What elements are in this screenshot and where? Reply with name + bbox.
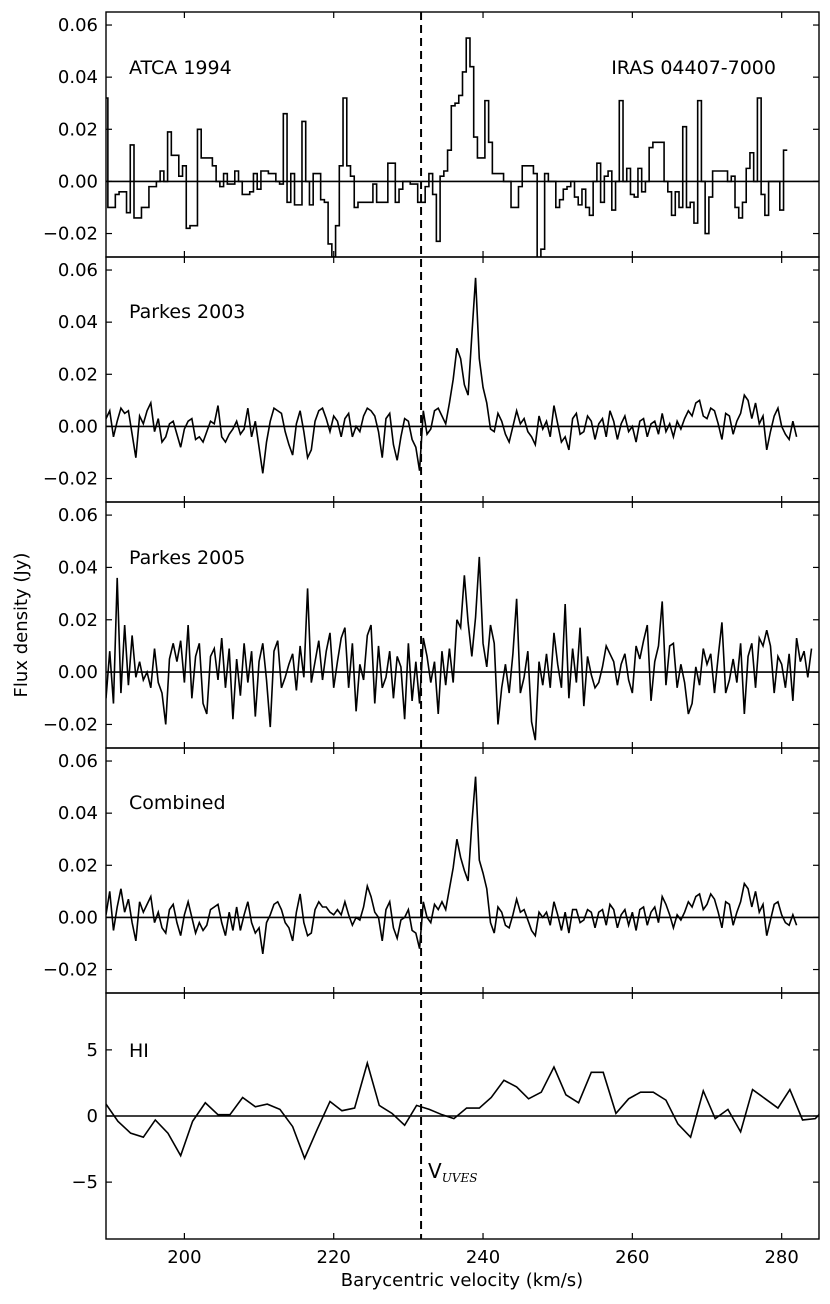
x-tick-label: 280: [764, 1247, 798, 1268]
y-tick-label: 0.02: [58, 610, 98, 631]
panel-label: ATCA 1994: [129, 57, 232, 79]
y-tick-label: −0.02: [43, 960, 98, 981]
y-tick-label: −0.02: [43, 469, 98, 490]
y-tick-label: 0.02: [58, 364, 98, 385]
y-tick-label: 0: [87, 1106, 98, 1127]
y-tick-label: 0.06: [58, 15, 98, 36]
y-tick-label: 0.06: [58, 751, 98, 772]
y-tick-label: 0.00: [58, 662, 98, 683]
x-tick-label: 220: [317, 1247, 351, 1268]
y-tick-label: −0.02: [43, 224, 98, 245]
y-tick-label: 0.04: [58, 67, 98, 88]
panels-group: −0.02 0.00 0.02 0.04 0.06 ATCA 1994 −0.02 0.00 0…: [43, 11, 820, 1268]
panel-5: −5 0 5 200 220 240 260 280 HI: [71, 992, 820, 1268]
x-tick-label: 260: [615, 1247, 649, 1268]
y-tick-label: 0.04: [58, 803, 98, 824]
reference-velocity-label: VUVES: [428, 1159, 477, 1185]
y-tick-label: 0.04: [58, 557, 98, 578]
spectrum-line: [106, 277, 798, 474]
spectrum-line: [106, 1060, 819, 1161]
y-tick-label: 0.06: [58, 505, 98, 526]
panel-label: Parkes 2003: [129, 301, 245, 323]
y-tick-label: 0.06: [58, 260, 98, 281]
panel-label: HI: [129, 1040, 149, 1062]
spectrum-line: [106, 37, 788, 257]
reference-velocity-label-main: V: [428, 1159, 442, 1183]
x-axis-label: Barycentric velocity (km/s): [341, 1270, 583, 1291]
panel-label: Parkes 2005: [129, 547, 245, 569]
panel-4: −0.02 0.00 0.02 0.04 0.06 Combined: [43, 747, 820, 994]
panel-frame: [105, 501, 820, 749]
y-axis-label: Flux density (Jy): [11, 553, 32, 698]
y-tick-label: 0.02: [58, 119, 98, 140]
panel-1: −0.02 0.00 0.02 0.04 0.06 ATCA 1994: [43, 11, 820, 258]
y-tick-label: 0.00: [58, 907, 98, 928]
panel-frame: [105, 747, 820, 994]
source-label: IRAS 04407-7000: [611, 57, 776, 79]
panel-3: −0.02 0.00 0.02 0.04 0.06 Parkes 2005: [43, 501, 820, 749]
reference-velocity-label-sub: UVES: [442, 1171, 478, 1185]
spectrum-line: [106, 556, 813, 741]
y-tick-label: 5: [87, 1040, 98, 1061]
y-tick-label: 0.02: [58, 855, 98, 876]
y-tick-label: 0.00: [58, 171, 98, 192]
panel-2: −0.02 0.00 0.02 0.04 0.06 Parkes 2003: [43, 256, 820, 503]
spectrum-line: [106, 776, 798, 955]
y-tick-label: −0.02: [43, 714, 98, 735]
y-tick-label: 0.04: [58, 312, 98, 333]
panel-frame: [105, 11, 820, 258]
panel-label: Combined: [129, 792, 226, 814]
x-tick-label: 240: [466, 1247, 500, 1268]
y-tick-label: 0.00: [58, 416, 98, 437]
panel-frame: [105, 256, 820, 503]
x-tick-label: 200: [167, 1247, 201, 1268]
y-tick-label: −5: [71, 1172, 98, 1193]
